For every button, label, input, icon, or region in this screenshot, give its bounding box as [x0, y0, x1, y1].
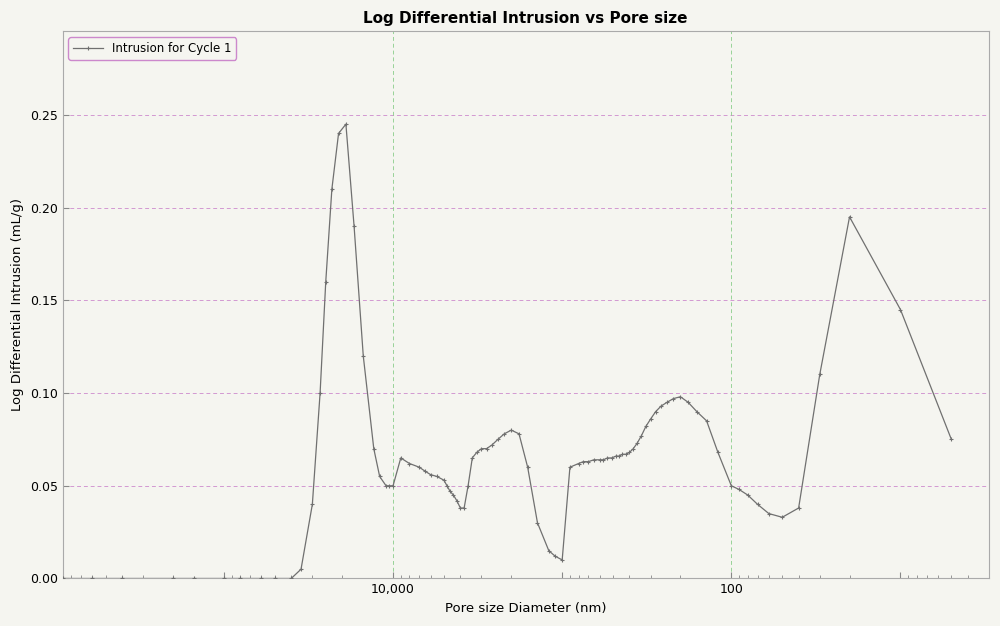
Intrusion for Cycle 1 — [945, 436, 957, 443]
Line: Intrusion for Cycle 1: Intrusion for Cycle 1 — [60, 121, 954, 581]
Y-axis label: Log Differential Intrusion (mL/g): Log Differential Intrusion (mL/g) — [11, 198, 24, 411]
Intrusion for Cycle 1 — [395, 454, 407, 462]
Intrusion for Cycle 1 — [691, 408, 703, 415]
Intrusion for Cycle 1 — [340, 120, 352, 128]
Legend: Intrusion for Cycle 1: Intrusion for Cycle 1 — [68, 38, 236, 60]
Intrusion for Cycle 1 — [306, 501, 318, 508]
Intrusion for Cycle 1 — [894, 306, 906, 314]
Intrusion for Cycle 1 — [383, 482, 395, 490]
Intrusion for Cycle 1 — [57, 575, 69, 582]
X-axis label: Pore size Diameter (nm): Pore size Diameter (nm) — [445, 602, 606, 615]
Intrusion for Cycle 1 — [844, 213, 856, 220]
Title: Log Differential Intrusion vs Pore size: Log Differential Intrusion vs Pore size — [363, 11, 688, 26]
